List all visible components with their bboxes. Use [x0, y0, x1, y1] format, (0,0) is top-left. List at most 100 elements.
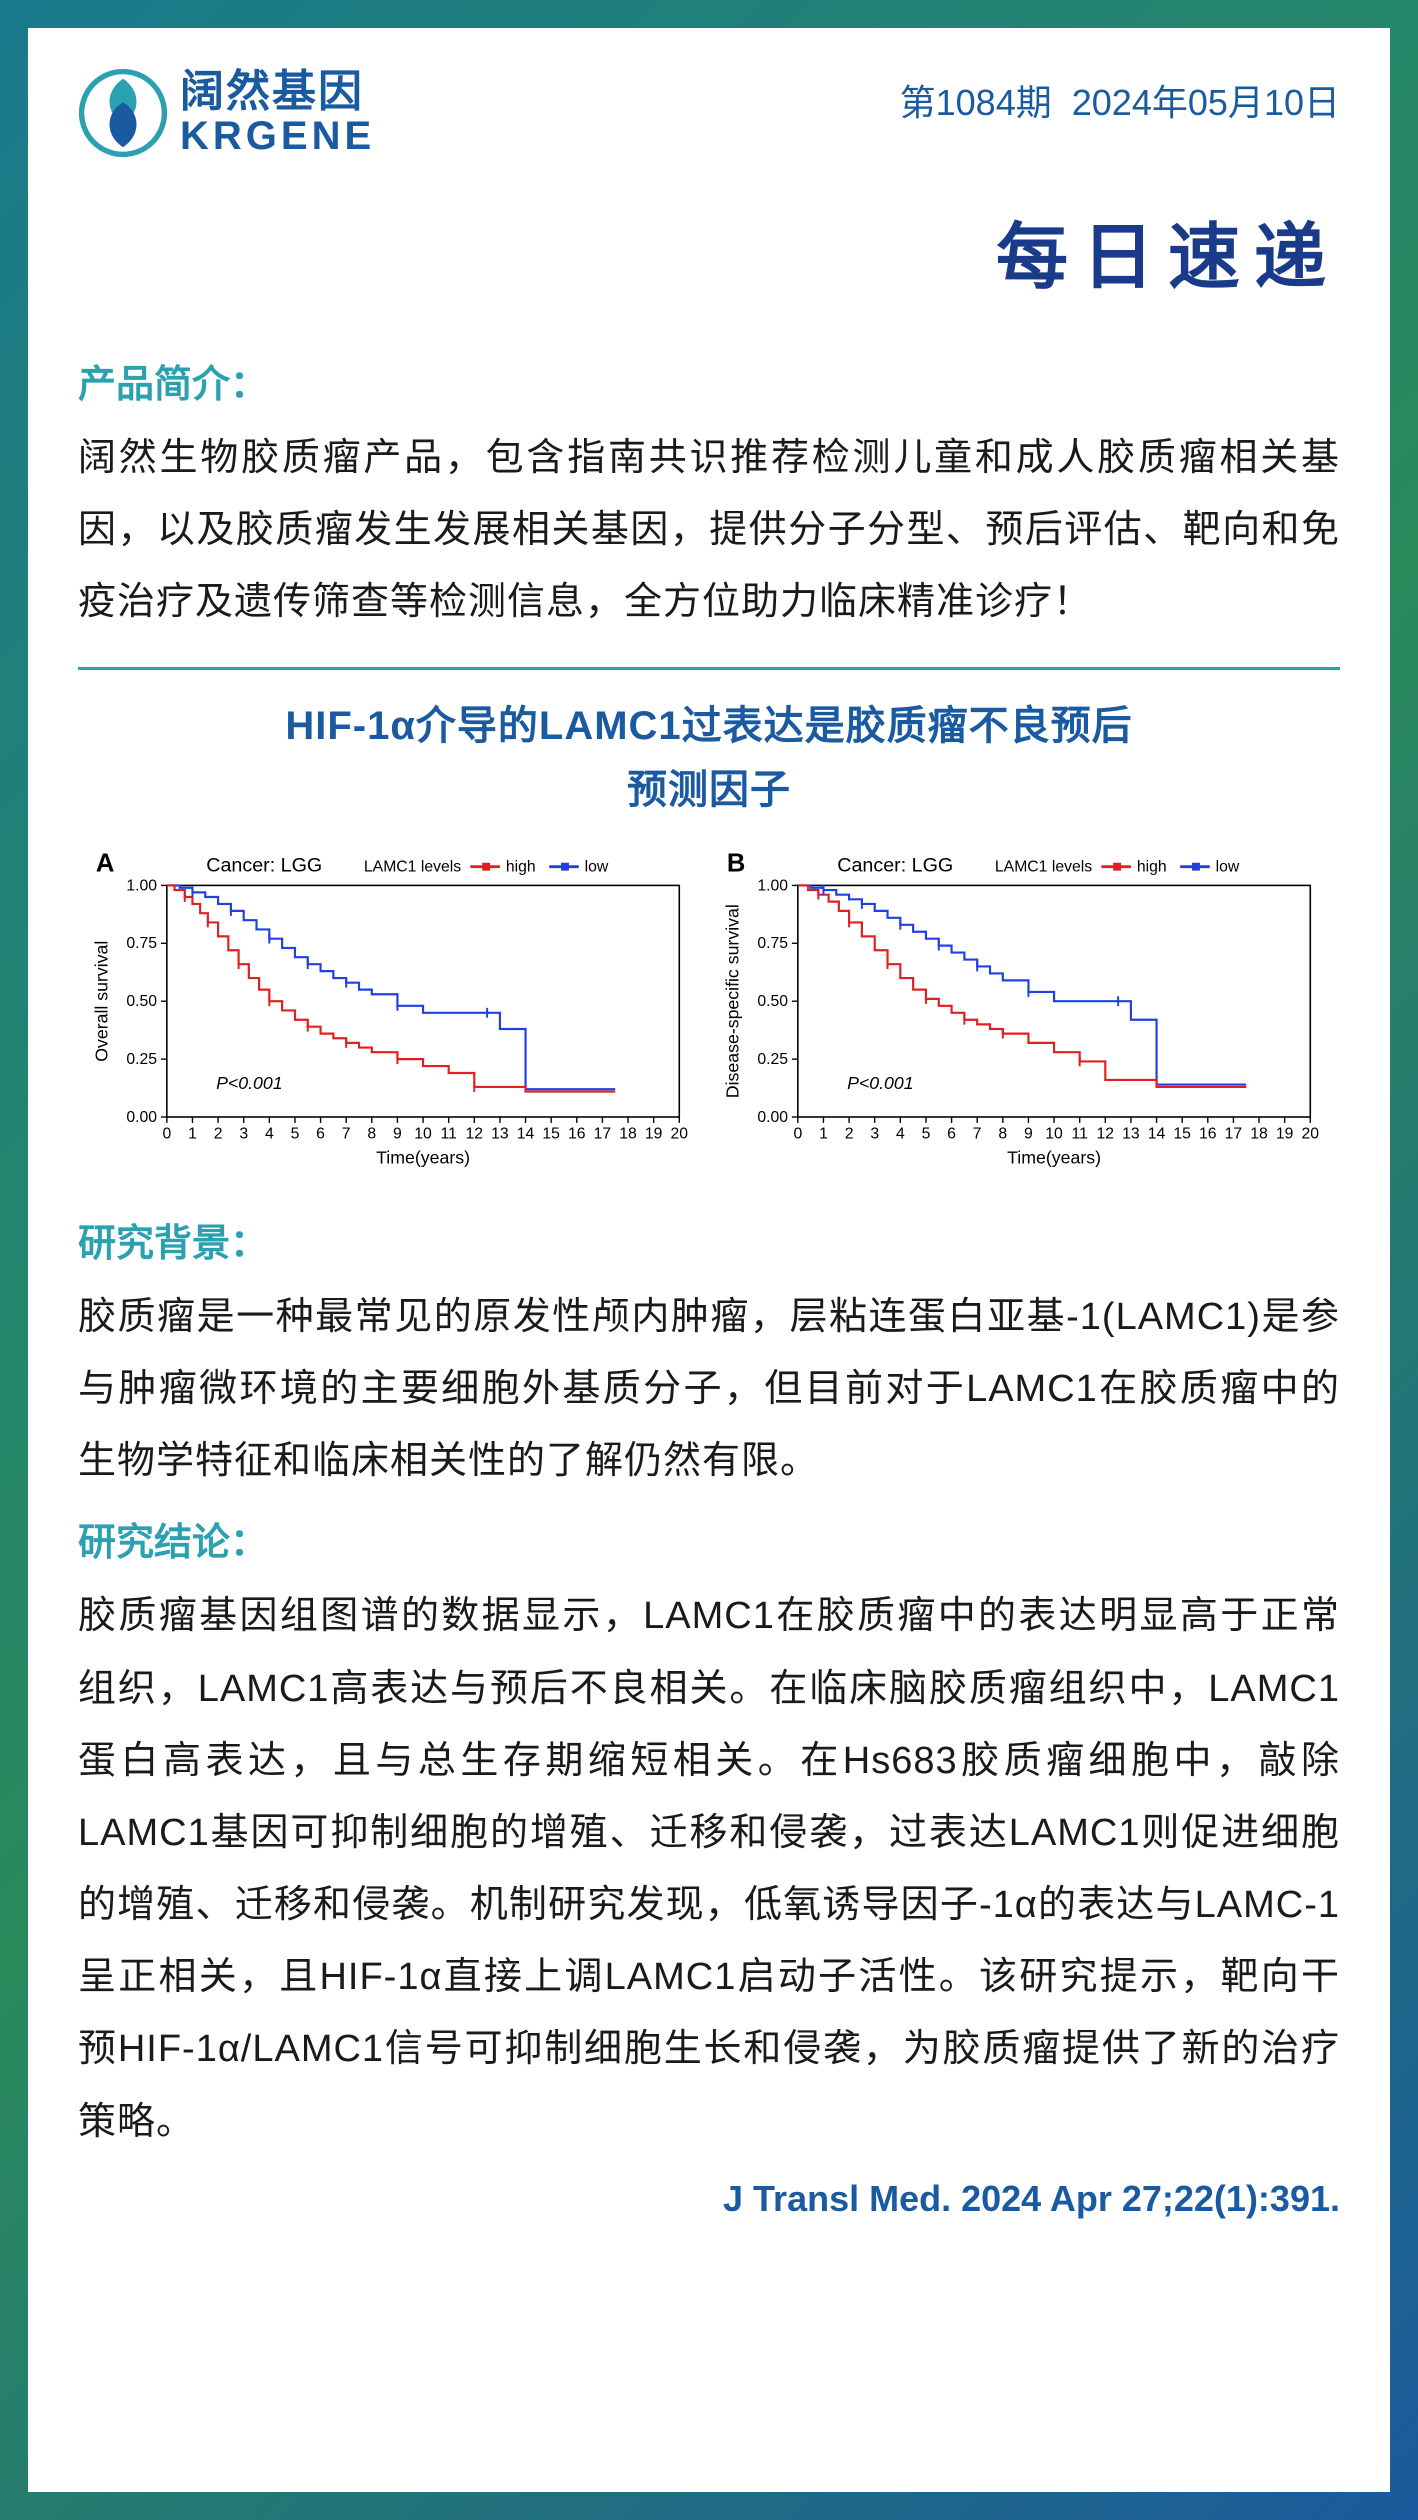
svg-text:19: 19: [645, 1125, 663, 1142]
svg-text:0.50: 0.50: [126, 993, 157, 1010]
issue-date: 第1084期 2024年05月10日: [900, 74, 1340, 126]
svg-text:B: B: [727, 849, 746, 877]
svg-text:0.50: 0.50: [757, 993, 788, 1010]
svg-text:12: 12: [466, 1125, 484, 1142]
svg-text:Cancer: LGG: Cancer: LGG: [206, 854, 322, 876]
svg-text:15: 15: [542, 1125, 560, 1142]
svg-text:LAMC1 levels: LAMC1 levels: [995, 858, 1092, 875]
svg-text:3: 3: [870, 1125, 879, 1142]
svg-text:16: 16: [1199, 1125, 1217, 1142]
svg-text:18: 18: [1250, 1125, 1268, 1142]
date-y: 年: [1152, 82, 1188, 123]
svg-text:8: 8: [998, 1125, 1007, 1142]
svg-text:15: 15: [1173, 1125, 1191, 1142]
svg-text:low: low: [585, 858, 609, 875]
date-m: 月: [1228, 82, 1264, 123]
svg-text:10: 10: [414, 1125, 432, 1142]
svg-text:1.00: 1.00: [757, 877, 788, 894]
date-d: 日: [1304, 82, 1340, 123]
svg-text:4: 4: [896, 1125, 905, 1142]
svg-text:17: 17: [1225, 1125, 1243, 1142]
svg-text:20: 20: [1302, 1125, 1320, 1142]
svg-text:P<0.001: P<0.001: [847, 1073, 914, 1093]
svg-text:Overall survival: Overall survival: [92, 940, 112, 1061]
page-card: 阔然基因 KRGENE 第1084期 2024年05月10日 每日速递 产品简介…: [28, 28, 1390, 2492]
svg-text:1: 1: [188, 1125, 197, 1142]
svg-text:9: 9: [1024, 1125, 1033, 1142]
svg-text:2: 2: [845, 1125, 854, 1142]
svg-text:0.75: 0.75: [757, 935, 788, 952]
background-label: 研究背景：: [78, 1212, 1340, 1267]
svg-text:1.00: 1.00: [126, 877, 157, 894]
svg-text:1: 1: [819, 1125, 828, 1142]
svg-text:5: 5: [291, 1125, 300, 1142]
charts-row: A Cancer: LGG LAMC1 levels high low 0.00 0.25 0…: [78, 846, 1340, 1176]
svg-text:0.00: 0.00: [126, 1108, 157, 1125]
svg-text:0.25: 0.25: [757, 1051, 788, 1068]
logo-text: 阔然基因 KRGENE: [180, 69, 375, 157]
logo-en: KRGENE: [180, 115, 375, 157]
svg-text:low: low: [1216, 858, 1240, 875]
svg-text:Time(years): Time(years): [1007, 1147, 1101, 1167]
chart-panel-b: B Cancer: LGG LAMC1 levels high low 0.00 0.25 0…: [719, 846, 1330, 1176]
article-title-line1: HIF-1α介导的LAMC1过表达是胶质瘤不良预后: [285, 704, 1132, 748]
svg-text:high: high: [506, 858, 536, 875]
svg-text:10: 10: [1045, 1125, 1063, 1142]
issue-number: 1084: [936, 82, 1016, 123]
svg-text:13: 13: [1122, 1125, 1140, 1142]
conclusion-label: 研究结论：: [78, 1511, 1340, 1566]
svg-text:2: 2: [214, 1125, 223, 1142]
svg-text:P<0.001: P<0.001: [216, 1073, 283, 1093]
svg-text:Time(years): Time(years): [376, 1147, 470, 1167]
svg-text:0: 0: [162, 1125, 171, 1142]
svg-text:6: 6: [947, 1125, 956, 1142]
svg-text:20: 20: [671, 1125, 689, 1142]
svg-text:14: 14: [517, 1125, 535, 1142]
logo-block: 阔然基因 KRGENE: [78, 68, 375, 158]
divider: [78, 667, 1340, 670]
svg-text:12: 12: [1097, 1125, 1115, 1142]
svg-text:6: 6: [316, 1125, 325, 1142]
header-row: 阔然基因 KRGENE 第1084期 2024年05月10日: [78, 68, 1340, 158]
svg-text:0.75: 0.75: [126, 935, 157, 952]
svg-text:11: 11: [441, 1125, 457, 1142]
svg-text:16: 16: [568, 1125, 586, 1142]
article-title: HIF-1α介导的LAMC1过表达是胶质瘤不良预后 预测因子: [78, 694, 1340, 822]
svg-text:19: 19: [1276, 1125, 1294, 1142]
svg-text:Cancer: LGG: Cancer: LGG: [837, 854, 953, 876]
km-chart-a: A Cancer: LGG LAMC1 levels high low 0.00 0.25 0…: [88, 846, 699, 1171]
svg-text:Disease-specific survival: Disease-specific survival: [723, 904, 743, 1098]
svg-text:high: high: [1137, 858, 1167, 875]
svg-text:13: 13: [491, 1125, 509, 1142]
chart-panel-a: A Cancer: LGG LAMC1 levels high low 0.00 0.25 0…: [88, 846, 699, 1176]
conclusion-text: 胶质瘤基因组图谱的数据显示，LAMC1在胶质瘤中的表达明显高于正常组织，LAMC…: [78, 1580, 1340, 2158]
svg-text:LAMC1 levels: LAMC1 levels: [364, 858, 461, 875]
background-text: 胶质瘤是一种最常见的原发性颅内肿瘤，层粘连蛋白亚基-1(LAMC1)是参与肿瘤微…: [78, 1281, 1340, 1498]
citation: J Transl Med. 2024 Apr 27;22(1):391.: [78, 2178, 1340, 2220]
svg-text:7: 7: [342, 1125, 351, 1142]
svg-text:0.25: 0.25: [126, 1051, 157, 1068]
daily-title: 每日速递: [78, 198, 1340, 303]
date-month: 05: [1188, 82, 1228, 123]
intro-text: 阔然生物胶质瘤产品，包含指南共识推荐检测儿童和成人胶质瘤相关基因，以及胶质瘤发生…: [78, 422, 1340, 639]
svg-text:7: 7: [973, 1125, 982, 1142]
km-chart-b: B Cancer: LGG LAMC1 levels high low 0.00 0.25 0…: [719, 846, 1330, 1171]
svg-text:A: A: [96, 849, 115, 877]
svg-text:11: 11: [1072, 1125, 1088, 1142]
svg-text:5: 5: [922, 1125, 931, 1142]
svg-text:8: 8: [367, 1125, 376, 1142]
svg-text:0: 0: [793, 1125, 802, 1142]
svg-text:3: 3: [239, 1125, 248, 1142]
svg-text:4: 4: [265, 1125, 274, 1142]
issue-prefix: 第: [900, 82, 936, 123]
date-day: 10: [1264, 82, 1304, 123]
svg-text:0.00: 0.00: [757, 1108, 788, 1125]
svg-text:14: 14: [1148, 1125, 1166, 1142]
intro-label: 产品简介：: [78, 353, 1340, 408]
issue-suffix: 期: [1016, 82, 1052, 123]
svg-text:9: 9: [393, 1125, 402, 1142]
svg-text:17: 17: [594, 1125, 612, 1142]
logo-swirl-icon: [78, 68, 168, 158]
svg-text:18: 18: [619, 1125, 637, 1142]
date-year: 2024: [1072, 82, 1152, 123]
